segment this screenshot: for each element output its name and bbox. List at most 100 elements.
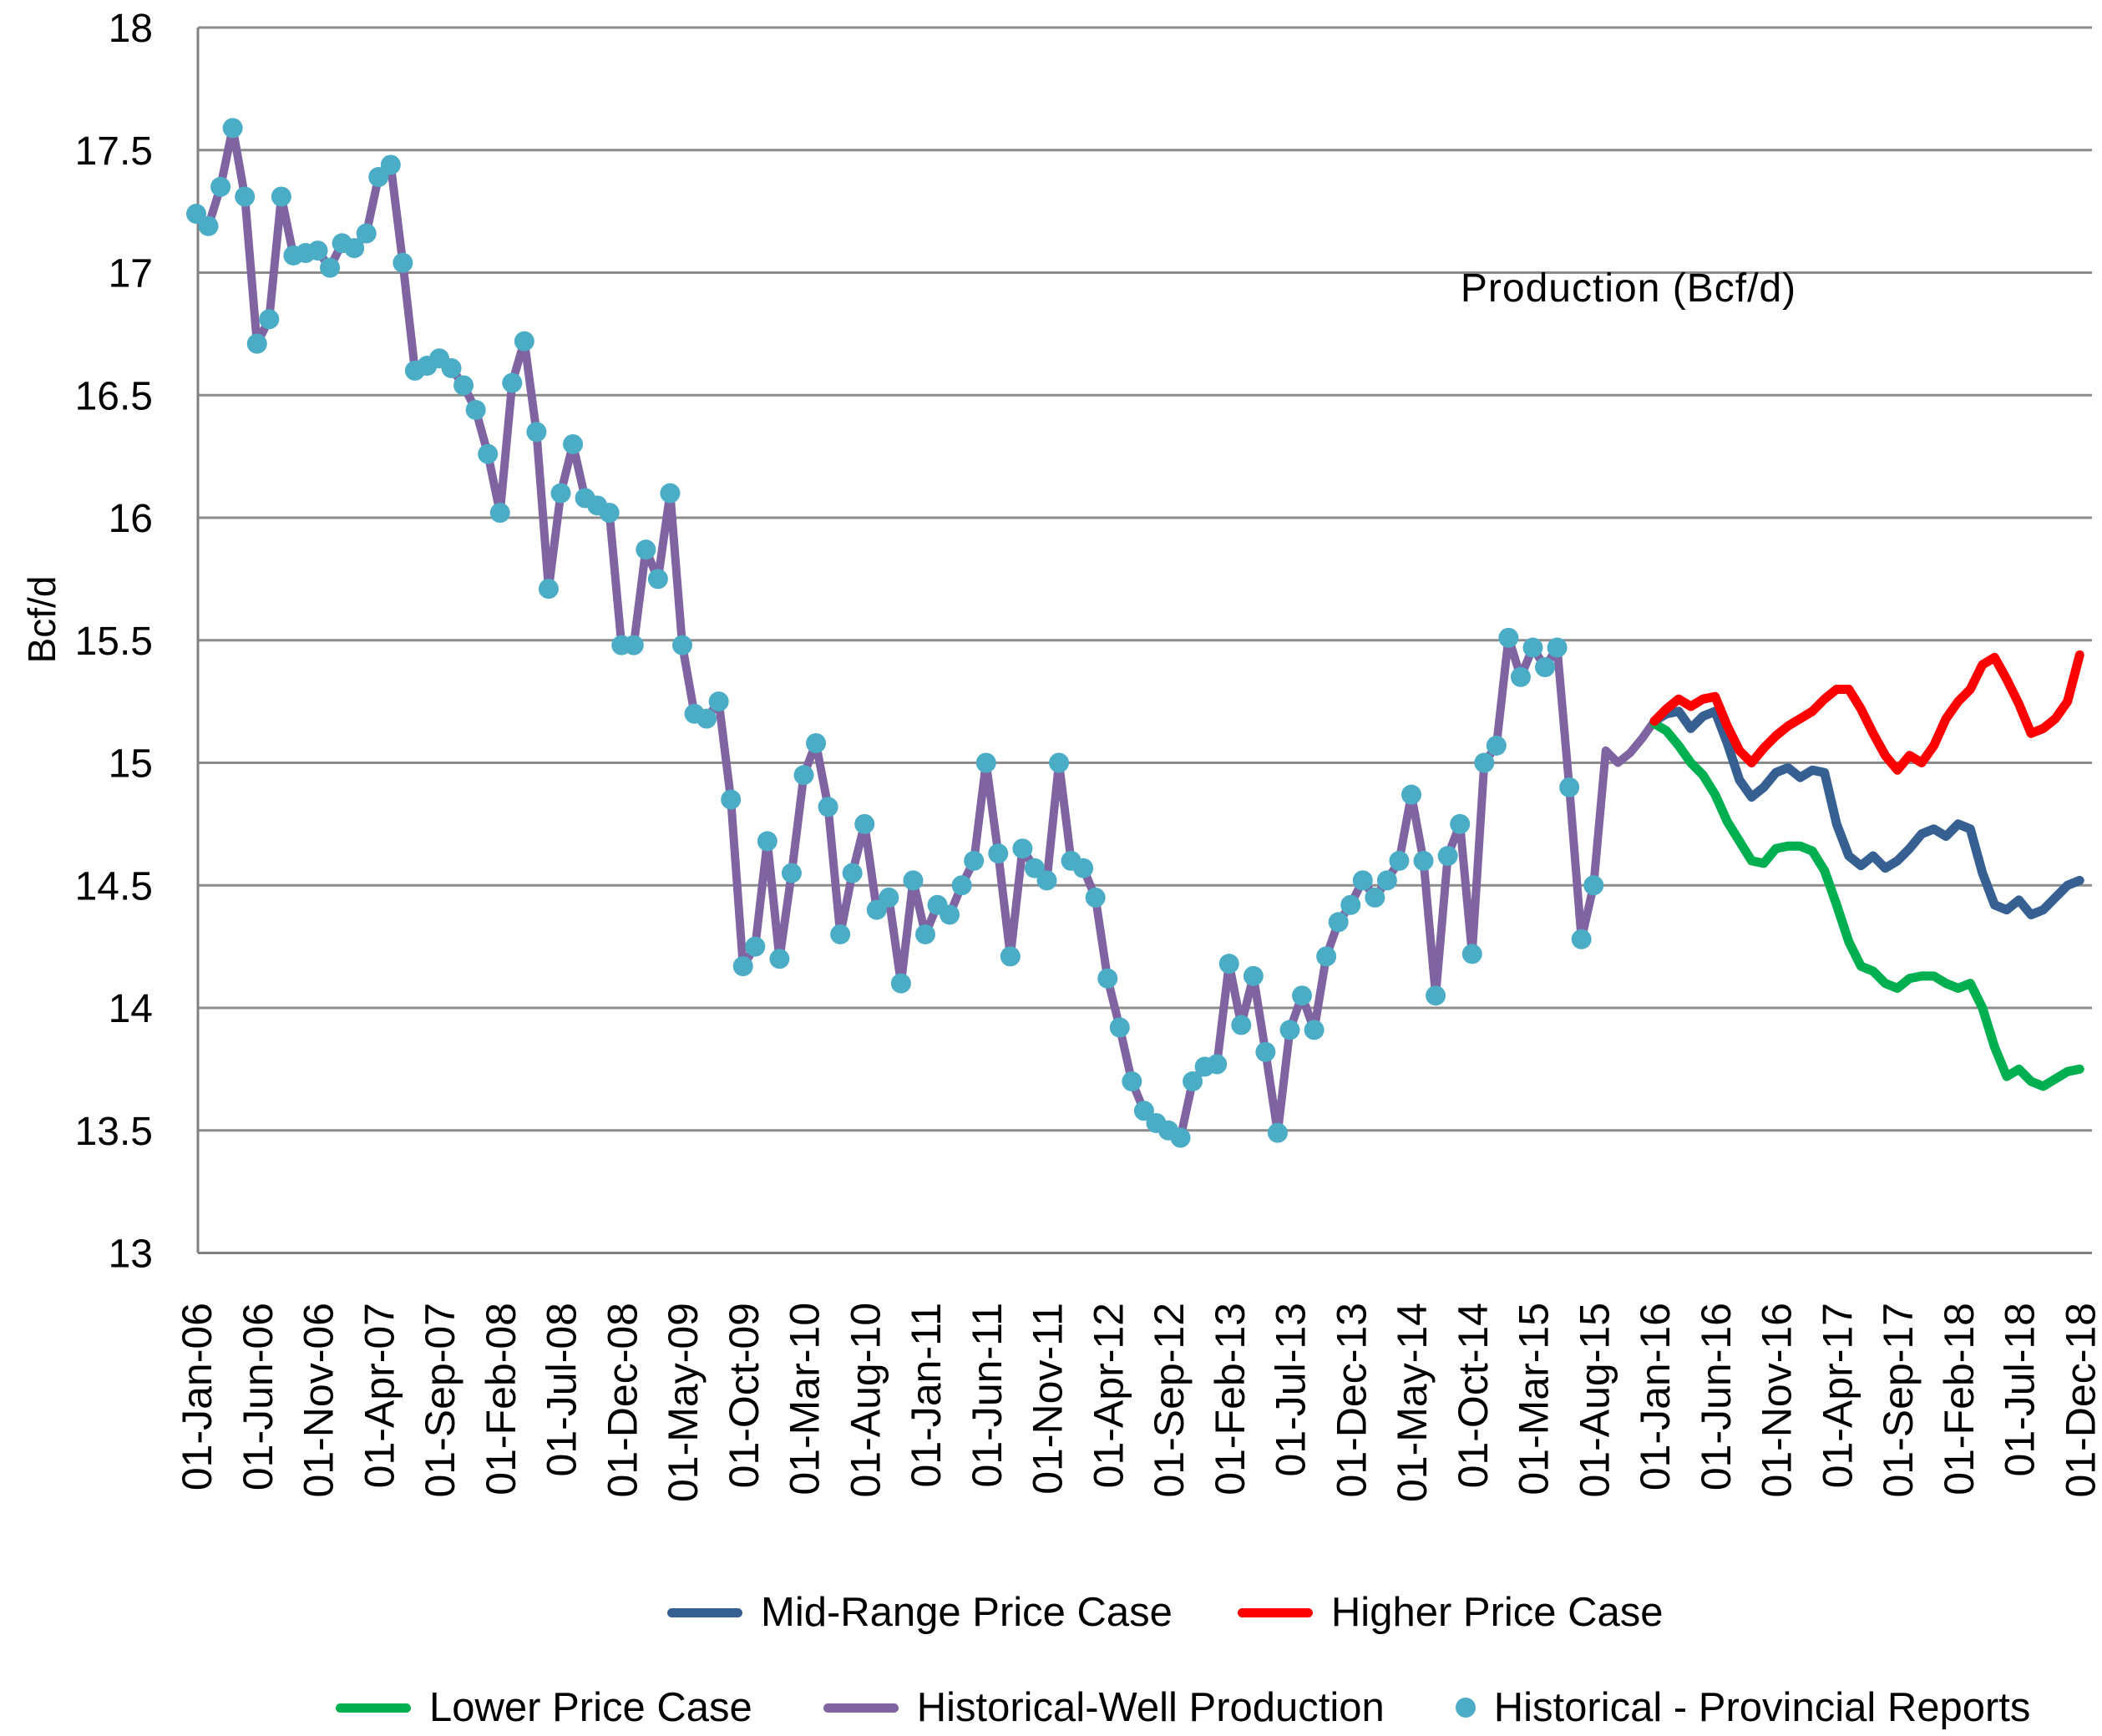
data-point-historical-provincial-reports xyxy=(235,186,256,207)
data-point-historical-provincial-reports xyxy=(1097,968,1118,989)
x-tick-label: 01-Feb-18 xyxy=(1936,1303,1983,1496)
legend-row-2: Lower Price Case Historical-Well Product… xyxy=(336,1678,2030,1736)
data-point-historical-provincial-reports xyxy=(890,973,911,994)
x-tick-label: 01-Oct-09 xyxy=(721,1303,767,1488)
data-point-historical-provincial-reports xyxy=(1207,1054,1228,1075)
data-point-historical-provincial-reports xyxy=(1450,813,1471,834)
data-point-historical-provincial-reports xyxy=(854,813,875,834)
data-point-historical-provincial-reports xyxy=(1012,838,1033,859)
data-point-historical-provincial-reports xyxy=(1389,850,1410,871)
data-point-historical-provincial-reports xyxy=(660,483,681,504)
legend-row-1: Mid-Range Price Case Higher Price Case xyxy=(667,1583,1664,1642)
legend-label-lower-price: Lower Price Case xyxy=(429,1685,752,1730)
data-point-historical-provincial-reports xyxy=(793,765,814,786)
data-point-historical-provincial-reports xyxy=(198,215,219,236)
data-point-historical-provincial-reports xyxy=(1218,954,1239,974)
data-point-historical-provincial-reports xyxy=(380,154,401,175)
legend-item-historical-provincial-reports: Historical - Provincial Reports xyxy=(1455,1684,2030,1731)
data-point-historical-provincial-reports xyxy=(307,240,328,261)
data-point-historical-provincial-reports xyxy=(1316,946,1337,967)
data-point-historical-provincial-reports xyxy=(915,924,935,944)
data-point-historical-provincial-reports xyxy=(1049,752,1070,773)
x-tick-label: 01-Jul-18 xyxy=(1997,1303,2044,1476)
data-point-historical-provincial-reports xyxy=(964,850,985,871)
data-point-historical-provincial-reports xyxy=(1292,985,1313,1006)
provincial-reports-dot-swatch xyxy=(1455,1698,1476,1718)
legend-item-higher-price-case: Higher Price Case xyxy=(1237,1589,1664,1636)
x-tick-label: 01-Apr-07 xyxy=(356,1303,403,1488)
data-point-historical-provincial-reports xyxy=(732,956,753,977)
data-point-historical-provincial-reports xyxy=(647,569,668,590)
data-point-historical-provincial-reports xyxy=(599,503,620,524)
y-tick-label: 17.5 xyxy=(75,129,153,174)
data-point-historical-provincial-reports xyxy=(1183,1071,1203,1092)
series-line-mid-range-price-case xyxy=(1649,706,2084,919)
data-point-historical-provincial-reports xyxy=(1122,1071,1142,1092)
data-point-historical-provincial-reports xyxy=(806,733,827,754)
data-point-historical-provincial-reports xyxy=(550,483,571,504)
data-point-historical-provincial-reports xyxy=(441,357,462,378)
data-point-historical-provincial-reports xyxy=(1401,784,1421,805)
x-tick-label: 01-Jun-16 xyxy=(1693,1303,1740,1491)
data-point-historical-provincial-reports xyxy=(1340,894,1361,915)
data-point-historical-provincial-reports xyxy=(1426,985,1446,1006)
data-point-historical-provincial-reports xyxy=(1109,1017,1130,1038)
data-point-historical-provincial-reports xyxy=(1535,657,1556,678)
data-point-historical-provincial-reports xyxy=(745,936,766,957)
data-point-historical-provincial-reports xyxy=(1365,887,1385,908)
data-point-historical-provincial-reports xyxy=(1000,946,1021,967)
y-tick-label: 16 xyxy=(109,497,153,541)
legend-item-historical-well-production: Historical-Well Production xyxy=(823,1684,1385,1731)
higher-price-line-swatch xyxy=(1237,1607,1313,1617)
data-point-historical-provincial-reports xyxy=(672,635,692,655)
x-tick-label: 01-Jun-11 xyxy=(964,1303,1010,1487)
data-point-historical-provincial-reports xyxy=(465,399,486,420)
chart-title: Production (Bcf/d) xyxy=(1460,266,1797,311)
y-tick-label: 13.5 xyxy=(75,1110,153,1154)
y-tick-label: 15.5 xyxy=(75,620,153,664)
data-point-historical-provincial-reports xyxy=(1231,1015,1252,1035)
data-point-historical-provincial-reports xyxy=(1267,1122,1288,1143)
data-point-historical-provincial-reports xyxy=(1352,870,1373,891)
data-point-historical-provincial-reports xyxy=(526,422,547,443)
legend-item-mid-range-price-case: Mid-Range Price Case xyxy=(667,1589,1173,1636)
data-point-historical-provincial-reports xyxy=(1024,858,1045,878)
x-tick-label: 01-May-14 xyxy=(1389,1303,1436,1502)
data-point-historical-provincial-reports xyxy=(1437,846,1458,867)
data-point-historical-provincial-reports xyxy=(696,708,717,729)
data-point-historical-provincial-reports xyxy=(538,579,559,600)
legend-item-lower-price-case: Lower Price Case xyxy=(336,1684,752,1731)
y-tick-label: 15 xyxy=(109,742,153,787)
x-tick-label: 01-Mar-15 xyxy=(1511,1303,1558,1496)
data-point-historical-provincial-reports xyxy=(842,863,863,883)
legend-label-mid-range: Mid-Range Price Case xyxy=(761,1590,1173,1635)
data-point-historical-provincial-reports xyxy=(1243,965,1264,986)
data-point-historical-provincial-reports xyxy=(1510,666,1531,687)
x-tick-label: 01-Sep-17 xyxy=(1875,1303,1922,1498)
mid-range-line-swatch xyxy=(667,1607,742,1617)
x-tick-label: 01-Sep-12 xyxy=(1146,1303,1193,1498)
series-line-higher-price-case xyxy=(1649,650,2084,775)
data-point-historical-provincial-reports xyxy=(757,831,777,852)
legend-label-higher-price: Higher Price Case xyxy=(1330,1590,1664,1635)
data-point-historical-provincial-reports xyxy=(1583,875,1604,896)
x-tick-label: 01-Jan-11 xyxy=(903,1303,950,1487)
data-point-historical-provincial-reports xyxy=(1170,1127,1191,1148)
series-line-lower-price-case xyxy=(1649,719,2084,1091)
data-point-historical-provincial-reports xyxy=(1413,850,1434,871)
data-point-historical-provincial-reports xyxy=(1559,777,1580,797)
x-tick-label: 01-Nov-11 xyxy=(1025,1303,1071,1495)
data-point-historical-provincial-reports xyxy=(1474,752,1495,773)
y-tick-label: 17 xyxy=(109,252,153,296)
data-point-historical-provincial-reports xyxy=(818,797,838,817)
data-point-historical-provincial-reports xyxy=(903,870,924,891)
data-point-historical-provincial-reports xyxy=(708,691,729,712)
x-tick-label: 01-Sep-07 xyxy=(417,1303,463,1498)
y-tick-label: 13 xyxy=(109,1232,153,1277)
data-point-historical-provincial-reports xyxy=(781,863,802,883)
data-point-historical-provincial-reports xyxy=(1036,870,1057,891)
lower-price-line-swatch xyxy=(336,1703,411,1713)
data-point-historical-provincial-reports xyxy=(866,899,887,920)
